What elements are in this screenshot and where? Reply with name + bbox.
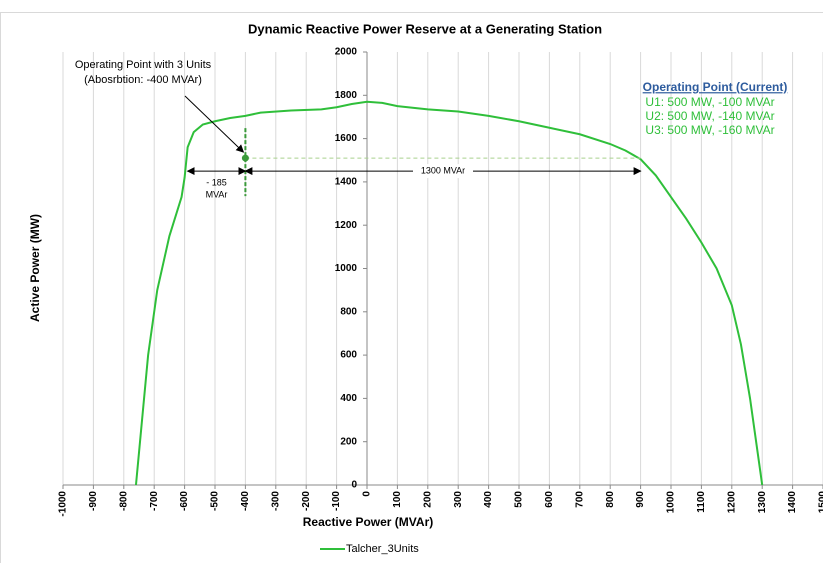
x-tick-label: 800 (605, 491, 616, 508)
y-tick-label: 200 (340, 436, 357, 447)
info-line: U2: 500 MW, -140 MVAr (645, 109, 774, 123)
x-tick-label: 0 (362, 491, 373, 497)
dimension-label: - 185 (206, 177, 227, 187)
y-tick-label: 1600 (335, 133, 358, 144)
x-tick-label: -200 (301, 491, 312, 511)
y-tick-label: 1000 (335, 263, 358, 274)
x-tick-label: 1000 (666, 491, 677, 514)
x-tick-label: -500 (210, 491, 221, 511)
x-tick-label: 700 (574, 491, 585, 508)
y-tick-label: 1200 (335, 220, 358, 231)
x-tick-label: -300 (270, 491, 281, 511)
dimension-label: MVAr (206, 189, 228, 199)
x-tick-label: 400 (483, 491, 494, 508)
dimension-label: 1300 MVAr (421, 165, 465, 175)
y-tick-label: 400 (340, 393, 357, 404)
y-tick-label: 1800 (335, 90, 358, 101)
x-tick-label: -700 (149, 491, 160, 511)
x-tick-label: 1100 (696, 491, 707, 513)
x-tick-label: 200 (422, 491, 433, 508)
x-tick-label: -600 (179, 491, 190, 511)
chart-title: Dynamic Reactive Power Reserve at a Gene… (248, 21, 602, 36)
x-tick-label: -1000 (58, 491, 69, 517)
x-tick-label: 300 (453, 491, 464, 508)
legend-label: Talcher_3Units (346, 543, 419, 555)
x-tick-label: 900 (635, 491, 646, 508)
y-tick-label: 0 (351, 480, 357, 491)
x-tick-label: -400 (240, 491, 251, 511)
x-tick-label: 500 (514, 491, 525, 508)
annotation-arrow (184, 95, 245, 153)
x-tick-label: 1500 (818, 491, 823, 514)
x-tick-label: 600 (544, 491, 555, 508)
operating-point (241, 154, 249, 162)
x-tick-label: 1200 (726, 491, 737, 514)
y-tick-label: 600 (340, 350, 357, 361)
y-axis-label: Active Power (MW) (28, 214, 42, 322)
series-line (134, 100, 764, 486)
info-line: U3: 500 MW, -160 MVAr (645, 123, 774, 137)
annotation: (Abosrbtion: -400 MVAr) (84, 74, 202, 86)
x-tick-label: 1400 (787, 491, 798, 514)
x-tick-label: -800 (118, 491, 129, 511)
x-tick-label: 1300 (757, 491, 768, 514)
x-axis-label: Reactive Power (MVAr) (303, 515, 433, 529)
label-bg (413, 164, 473, 179)
y-tick-label: 800 (340, 306, 357, 317)
info-title: Operating Point (Current) (643, 80, 788, 94)
y-tick-label: 2000 (335, 47, 358, 58)
x-tick-label: -900 (88, 491, 99, 511)
x-tick-label: 100 (392, 491, 403, 508)
y-tick-label: 1400 (335, 177, 358, 188)
x-tick-label: -100 (331, 491, 342, 511)
annotation: Operating Point with 3 Units (75, 59, 212, 71)
info-line: U1: 500 MW, -100 MVAr (645, 95, 774, 109)
